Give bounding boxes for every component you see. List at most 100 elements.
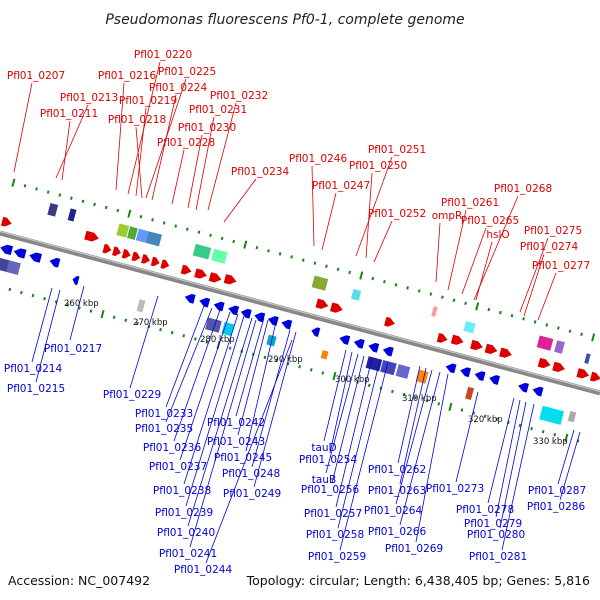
reverse-gene-label-leader — [173, 309, 221, 442]
gene-feature-box — [6, 260, 21, 275]
forward-gene-arrow — [180, 264, 192, 275]
gene-feature-box — [67, 208, 77, 222]
reverse-gene-label-leader — [31, 287, 53, 363]
guide-dot — [66, 303, 70, 307]
forward-gene-label-leader — [355, 156, 393, 257]
reverse-gene-arrow — [29, 252, 42, 263]
gene-feature-box — [320, 350, 329, 360]
forward-gene-arrow — [223, 274, 237, 285]
guide-dot — [541, 429, 545, 434]
guide-dot — [301, 258, 305, 262]
forward-gene-label: Pfl01_0207 — [7, 70, 65, 82]
guide-dot — [371, 276, 375, 281]
forward-gene-label-leader — [195, 116, 215, 211]
guide-dot — [298, 365, 302, 369]
forward-gene-arrow — [450, 334, 464, 345]
forward-gene-label-leader — [207, 102, 237, 211]
reverse-gene-label: Pfl01_0254 — [299, 454, 358, 466]
accession-text: Accession: NC_007492 — [8, 573, 150, 588]
forward-gene-label-leader — [519, 237, 549, 313]
reverse-gene-arrow — [474, 371, 486, 381]
gene-feature-box — [395, 364, 411, 379]
backbone-line — [0, 230, 600, 396]
guide-dot — [116, 208, 120, 213]
forward-gene-label: hslO — [486, 229, 509, 241]
guide-dot — [228, 346, 232, 350]
reverse-gene-arrow — [13, 248, 27, 259]
guide-dot — [23, 184, 27, 188]
reverse-gene-label: Pfl01_0257 — [304, 508, 362, 520]
forward-gene-arrow — [84, 230, 99, 242]
guide-dot — [170, 331, 174, 335]
guide-dot — [197, 230, 201, 234]
reverse-gene-label: Pfl01_0264 — [364, 505, 423, 517]
reverse-gene-arrow — [0, 244, 14, 255]
reverse-gene-label-leader — [329, 351, 353, 454]
forward-gene-label-leader — [447, 209, 467, 291]
reverse-gene-label-leader — [187, 317, 253, 527]
guide-dot — [348, 270, 352, 275]
guide-dot — [159, 327, 162, 332]
reverse-gene-label-leader — [335, 357, 373, 508]
reverse-gene-label: Pfl01_0233 — [135, 408, 193, 420]
guide-dot — [452, 298, 456, 302]
guide-dot — [367, 383, 371, 387]
reverse-gene-label-leader — [179, 311, 231, 461]
reverse-gene-label: Pfl01_0240 — [157, 527, 215, 539]
scale-label: 270 kbp — [133, 318, 168, 328]
gene-feature-box — [136, 299, 146, 313]
reverse-gene-label-leader — [323, 349, 347, 442]
guide-dot — [11, 178, 16, 187]
guide-dot — [232, 239, 236, 244]
forward-gene-label-leader — [55, 104, 89, 179]
forward-gene-label-leader — [475, 241, 493, 301]
forward-gene-label-leader — [537, 272, 557, 321]
guide-dot — [448, 402, 453, 412]
gene-feature-box — [380, 360, 397, 376]
guide-dot — [402, 392, 406, 397]
reverse-gene-arrow — [445, 363, 457, 374]
gene-feature-box — [0, 256, 11, 273]
scale-label: 330 kbp — [533, 437, 568, 447]
reverse-gene-arrow — [228, 305, 240, 316]
forward-gene-label: Pfl01_0228 — [157, 137, 215, 149]
guide-dot — [290, 255, 294, 259]
forward-gene-label: ompR — [432, 210, 463, 222]
forward-gene-arrow — [160, 259, 170, 269]
forward-gene-label-leader — [171, 149, 185, 205]
guide-dot — [460, 408, 464, 412]
reverse-gene-label: Pfl01_0287 — [528, 485, 586, 497]
guide-dot — [112, 315, 116, 319]
reverse-gene-label-leader — [237, 319, 269, 436]
reverse-gene-label: Pfl01_0242 — [207, 417, 265, 429]
gene-feature-box — [221, 321, 235, 337]
gene-feature-box — [536, 335, 554, 351]
forward-gene-label: Pfl01_0246 — [289, 153, 348, 165]
forward-gene-arrow — [552, 361, 565, 372]
gene-feature-box — [463, 321, 476, 334]
reverse-gene-label: Pfl01_0244 — [174, 564, 233, 576]
reverse-gene-label-leader — [395, 369, 433, 505]
guide-dot — [93, 202, 96, 207]
reverse-gene-arrow — [382, 346, 394, 357]
forward-gene-label-leader — [473, 195, 519, 301]
reverse-gene-label: Pfl01_0229 — [103, 389, 161, 401]
forward-gene-arrow — [194, 268, 207, 279]
reverse-gene-label-leader — [337, 359, 381, 529]
gene-feature-box — [205, 317, 222, 333]
reverse-gene-arrow — [240, 308, 252, 319]
guide-dot — [475, 302, 480, 311]
reverse-gene-label: Pfl01_0281 — [469, 551, 527, 563]
reverse-gene-label: Pfl01_0256 — [301, 484, 360, 496]
guide-dot — [383, 279, 386, 284]
guide-dot — [564, 433, 569, 442]
reverse-gene-arrow — [254, 312, 266, 323]
track-guides — [8, 178, 596, 443]
genome-backbone — [0, 230, 600, 396]
reverse-gene-label-leader — [165, 307, 213, 423]
guide-dot — [139, 215, 143, 219]
gene-feature-box — [311, 275, 329, 291]
backbone-highlight — [0, 231, 600, 392]
reverse-gene-label-leader — [415, 373, 449, 543]
